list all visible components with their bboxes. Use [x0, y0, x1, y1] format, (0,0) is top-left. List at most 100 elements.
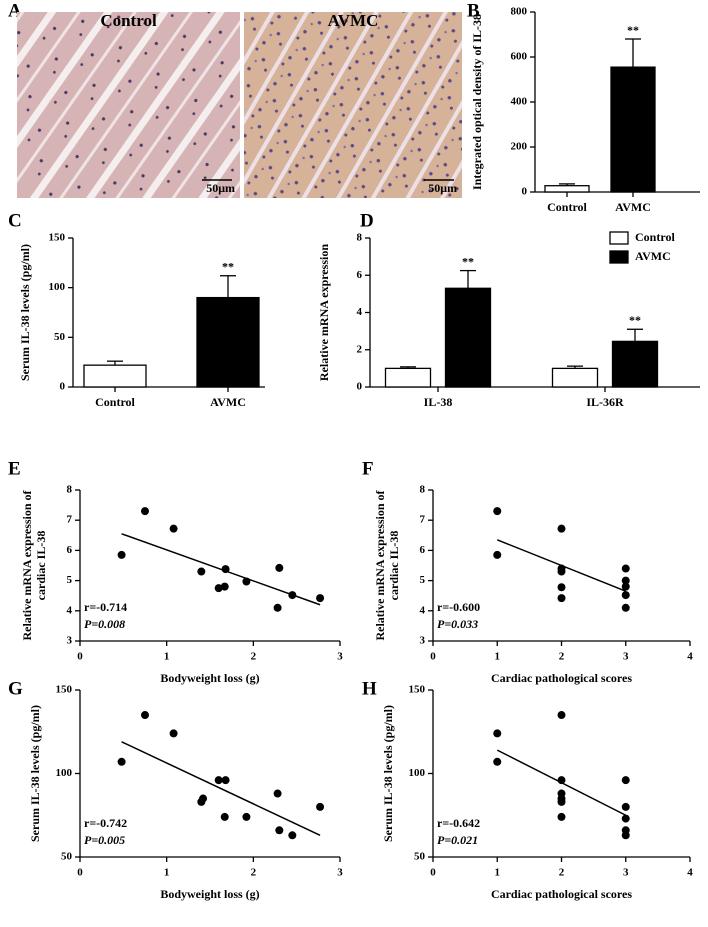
y-tick-label: 4: [67, 604, 73, 616]
micrograph: [17, 12, 240, 198]
point: [275, 826, 284, 835]
point: [493, 757, 502, 766]
y-axis-label: Serum IL-38 levels (pg/ml): [18, 244, 32, 381]
annotation: r=-0.742: [84, 816, 127, 830]
bar: [611, 340, 659, 388]
point: [557, 797, 566, 806]
point: [621, 576, 630, 585]
fit-line: [121, 533, 321, 606]
y-axis-label: Integrated optical density of IL-38: [470, 14, 484, 190]
x-tick-label: 2: [559, 867, 565, 879]
y-tick-label: 150: [409, 684, 426, 696]
y-tick-label: 0: [522, 186, 528, 198]
panel-letter: E: [8, 458, 21, 479]
point: [621, 603, 630, 612]
x-tick-label: 3: [623, 651, 629, 663]
y-tick-label: 6: [420, 544, 426, 556]
panel-letter: H: [362, 678, 377, 699]
point: [493, 507, 502, 516]
legend-swatch: [609, 250, 629, 264]
point: [557, 583, 566, 592]
point: [621, 564, 630, 573]
point: [557, 524, 566, 533]
point: [273, 603, 282, 612]
point: [557, 711, 566, 720]
x-tick-label: 0: [430, 867, 436, 879]
point: [288, 831, 297, 840]
micrograph: [244, 12, 462, 198]
x-tick-label: 4: [687, 867, 693, 879]
x-tick-label: 0: [77, 651, 83, 663]
panel-letter: D: [360, 210, 374, 231]
panel-letter: B: [467, 0, 480, 21]
point: [220, 812, 229, 821]
y-tick-label: 5: [420, 574, 426, 586]
annotation: r=-0.600: [437, 600, 480, 614]
bar: [544, 185, 590, 193]
x-tick-label: AVMC: [615, 200, 651, 214]
point: [220, 582, 229, 591]
point: [117, 757, 126, 766]
y-tick-label: 3: [420, 635, 426, 647]
point: [275, 563, 284, 572]
legend-label: AVMC: [635, 249, 671, 263]
x-tick-label: 1: [164, 867, 170, 879]
x-tick-label: 2: [251, 867, 257, 879]
y-tick-label: 7: [67, 514, 73, 526]
point: [214, 776, 223, 785]
significance: **: [627, 23, 639, 37]
bar: [83, 364, 147, 388]
point: [557, 567, 566, 576]
significance: **: [222, 259, 234, 273]
point: [141, 507, 149, 516]
y-tick-label: 2: [357, 343, 363, 355]
point: [169, 729, 178, 738]
point: [199, 794, 208, 803]
fit-line: [496, 539, 627, 592]
point: [221, 776, 230, 785]
y-tick-label: 0: [60, 381, 66, 393]
x-tick-label: 1: [495, 867, 501, 879]
x-tick-label: Control: [95, 395, 135, 409]
bar: [384, 367, 432, 388]
point: [621, 814, 630, 823]
point: [621, 582, 630, 591]
point: [197, 567, 206, 576]
y-axis-label: Relative mRNA expression of: [20, 489, 34, 640]
point: [621, 831, 630, 840]
y-tick-label: 100: [49, 281, 66, 293]
y-tick-label: 8: [67, 484, 73, 496]
fit-line: [496, 749, 627, 816]
y-axis-label: cardiac IL-38: [387, 531, 401, 601]
y-tick-label: 400: [511, 96, 528, 108]
y-tick-label: 150: [56, 684, 73, 696]
y-tick-label: 7: [420, 514, 426, 526]
x-tick-label: 3: [337, 867, 343, 879]
y-tick-label: 6: [357, 269, 363, 281]
bar: [196, 296, 260, 388]
point: [273, 789, 282, 798]
point: [557, 594, 566, 603]
x-tick-label: AVMC: [210, 395, 246, 409]
bar: [444, 287, 492, 388]
x-tick-label: 0: [430, 651, 436, 663]
x-tick-label: 1: [495, 651, 501, 663]
y-axis-label: Serum IL-38 levels (pg/ml): [381, 705, 395, 842]
x-axis-label: Cardiac pathological scores: [491, 671, 632, 685]
fit-line: [121, 741, 321, 836]
point: [557, 812, 566, 821]
x-tick-label: IL-36R: [586, 395, 624, 409]
bar: [610, 66, 656, 193]
y-tick-label: 50: [414, 851, 426, 863]
point: [316, 594, 325, 603]
y-tick-label: 100: [409, 767, 426, 779]
legend-swatch: [609, 231, 629, 245]
point: [117, 550, 126, 559]
x-tick-label: 4: [687, 651, 693, 663]
point: [621, 776, 630, 785]
y-tick-label: 50: [61, 851, 73, 863]
panel-letter: F: [362, 458, 374, 479]
x-tick-label: 3: [337, 651, 343, 663]
y-tick-label: 150: [49, 232, 66, 244]
image-title: AVMC: [328, 11, 379, 30]
